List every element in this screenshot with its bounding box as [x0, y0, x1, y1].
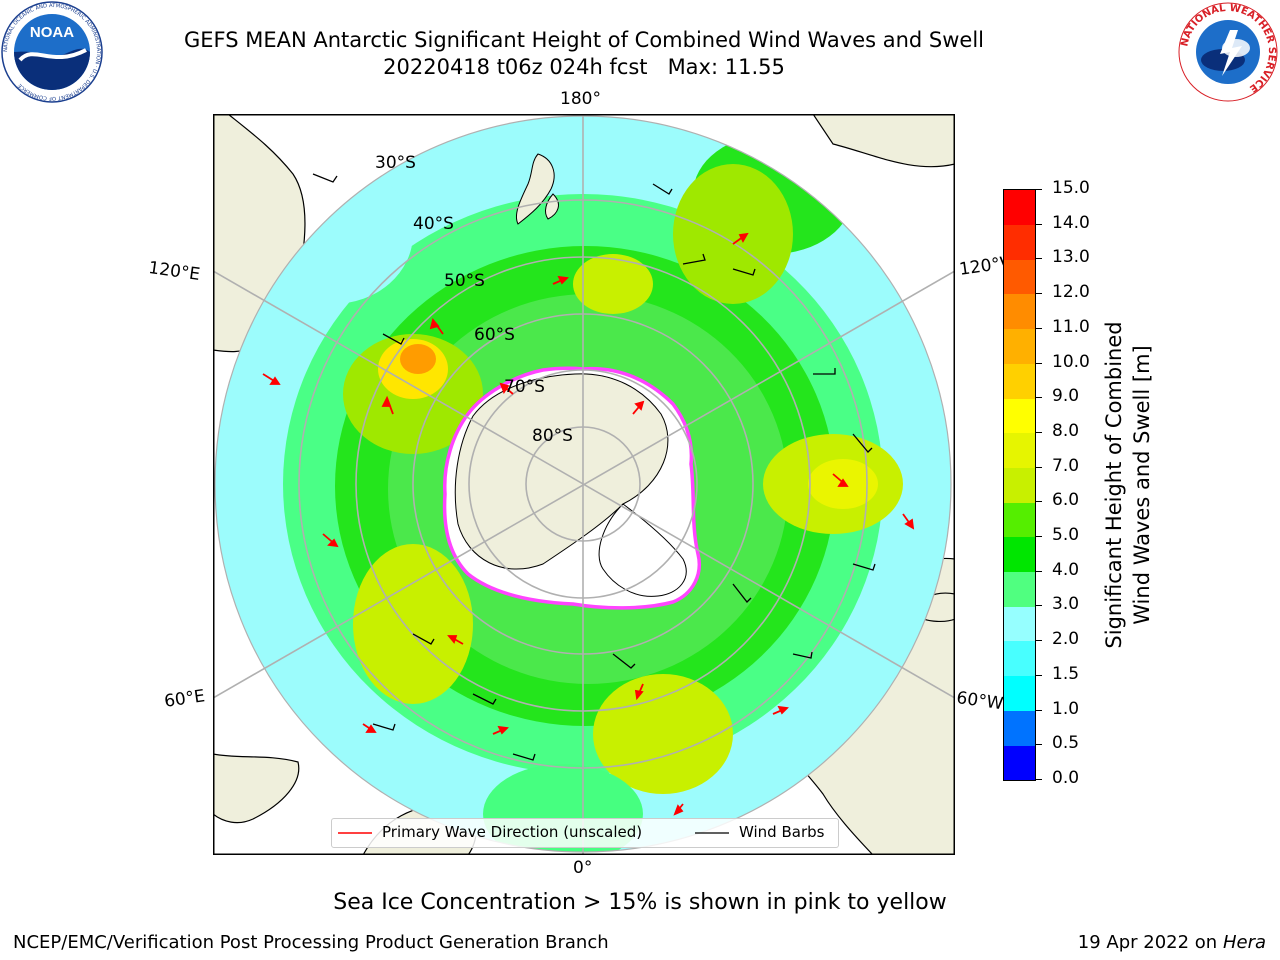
colorbar-segment [1004, 190, 1035, 225]
colorbar-tick-mark [1035, 397, 1042, 399]
footer-right: 19 Apr 2022 on Hera [1078, 932, 1266, 953]
noaa-logo: NOAA NATIONAL OCEANIC AND ATMOSPHERIC AD… [1, 1, 103, 103]
colorbar-segment [1004, 259, 1035, 295]
colorbar-tick-mark [1035, 189, 1042, 190]
colorbar-tick-mark [1035, 466, 1042, 468]
colorbar-segment [1004, 675, 1035, 711]
lon-label-60e: 60°E [163, 686, 207, 712]
colorbar-segment [1004, 363, 1035, 399]
colorbar-segment [1004, 571, 1035, 607]
colorbar-tick-mark [1035, 293, 1042, 295]
colorbar-tick-label: 14.0 [1052, 212, 1090, 233]
colorbar-segment [1004, 398, 1035, 434]
antarctica [442, 366, 701, 610]
lat-label-30s: 30°S [375, 153, 416, 173]
colorbar-tick-label: 0.0 [1052, 768, 1080, 788]
colorbar-tick-label: 3.0 [1052, 594, 1080, 615]
colorbar-segment [1004, 537, 1035, 573]
wave-legend-swatch [338, 832, 372, 834]
colorbar-tick-mark [1035, 674, 1042, 676]
colorbar-segment [1004, 606, 1035, 642]
colorbar-tick-label: 9.0 [1052, 386, 1080, 407]
lon-label-180: 180° [560, 89, 601, 109]
colorbar-tick-label: 13.0 [1052, 247, 1090, 268]
colorbar-segment [1004, 432, 1035, 468]
lon-label-0: 0° [573, 858, 593, 878]
colorbar-tick-label: 5.0 [1052, 525, 1080, 546]
colorbar-tick-mark [1035, 327, 1042, 329]
colorbar-tick-mark [1035, 709, 1042, 711]
colorbar-tick-label: 8.0 [1052, 420, 1080, 441]
lon-label-60w: 60°W [955, 688, 1005, 715]
colorbar-label-line2: Wind Waves and Swell [m] [1130, 345, 1154, 625]
colorbar-tick-mark [1035, 536, 1042, 538]
colorbar-tick-label: 1.0 [1052, 698, 1080, 719]
lat-label-60s: 60°S [474, 325, 515, 345]
polar-map: 30°S 40°S 50°S 60°S 70°S 80°S [213, 114, 955, 855]
colorbar-segment [1004, 294, 1035, 330]
colorbar-tick-label: 12.0 [1052, 282, 1090, 303]
colorbar-tick-label: 15.0 [1052, 178, 1090, 198]
wind-barbs [312, 173, 876, 761]
colorbar-tick-mark [1035, 362, 1042, 364]
nws-logo: NATIONAL WEATHER SERVICE [1178, 2, 1278, 102]
colorbar-tick-label: 11.0 [1052, 316, 1090, 337]
colorbar-tick-label: 7.0 [1052, 455, 1080, 476]
wave-direction-arrows [262, 232, 915, 816]
colorbar-segment [1004, 641, 1035, 677]
colorbar-tick-mark [1035, 605, 1042, 607]
barb-legend-swatch [695, 832, 729, 834]
map-legend: Primary Wave Direction (unscaled) Wind B… [331, 818, 839, 848]
colorbar-segment [1004, 502, 1035, 538]
colorbar-tick-mark [1035, 431, 1042, 433]
footer-left: NCEP/EMC/Verification Post Processing Pr… [13, 932, 609, 953]
colorbar-label-line1: Significant Height of Combined [1102, 321, 1126, 649]
colorbar-tick-label: 4.0 [1052, 559, 1080, 580]
colorbar-segment [1004, 710, 1035, 746]
title-line-2: 20220418 t06z 024h fcst Max: 11.55 [383, 55, 785, 79]
colorbar-tick-mark [1035, 779, 1042, 780]
noaa-logo-text: NOAA [30, 24, 74, 41]
lat-label-40s: 40°S [413, 214, 454, 234]
colorbar-segment [1004, 467, 1035, 503]
colorbar-tick-label: 10.0 [1052, 351, 1090, 372]
colorbar-tick-mark [1035, 501, 1042, 503]
wave-legend-label: Primary Wave Direction (unscaled) [382, 823, 643, 841]
lat-label-80s: 80°S [532, 426, 573, 446]
lat-label-50s: 50°S [444, 271, 485, 291]
graticule [213, 114, 955, 855]
colorbar-tick-mark [1035, 744, 1042, 746]
colorbar-segment [1004, 328, 1035, 364]
colorbar [1003, 189, 1036, 781]
sea-ice-note: Sea Ice Concentration > 15% is shown in … [333, 890, 947, 915]
barb-legend-label: Wind Barbs [739, 823, 825, 841]
colorbar-tick-mark [1035, 223, 1042, 225]
colorbar-tick-mark [1035, 258, 1042, 260]
footer-date: 19 Apr 2022 on [1077, 932, 1223, 953]
footer-machine: Hera [1222, 932, 1266, 953]
colorbar-segment [1004, 745, 1035, 781]
colorbar-tick-label: 0.5 [1052, 733, 1080, 754]
title-line-1: GEFS MEAN Antarctic Significant Height o… [183, 28, 985, 52]
colorbar-tick-label: 2.0 [1052, 629, 1080, 650]
colorbar-tick-mark [1035, 640, 1042, 642]
colorbar-tick-mark [1035, 570, 1042, 572]
lat-label-70s: 70°S [504, 377, 545, 397]
lon-label-120e: 120°E [147, 258, 202, 286]
colorbar-tick-label: 1.5 [1052, 663, 1080, 684]
colorbar-tick-label: 6.0 [1052, 490, 1080, 511]
colorbar-segment [1004, 224, 1035, 260]
